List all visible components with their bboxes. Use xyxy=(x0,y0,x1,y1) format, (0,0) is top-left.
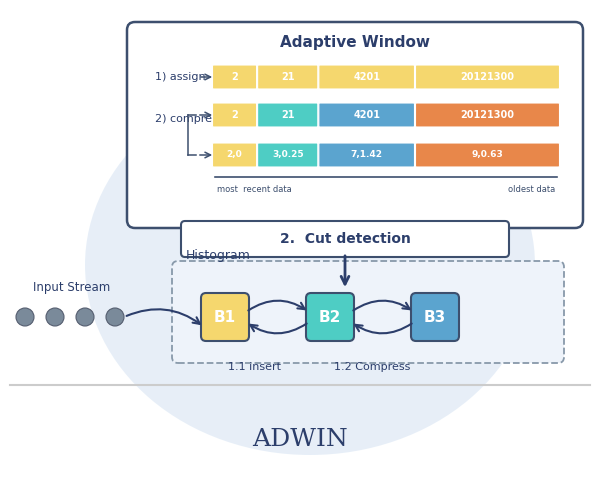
Text: 21: 21 xyxy=(281,72,295,82)
Text: Histogram: Histogram xyxy=(186,249,251,262)
FancyBboxPatch shape xyxy=(212,143,257,167)
Circle shape xyxy=(76,308,94,326)
Text: 2) compress: 2) compress xyxy=(155,114,223,124)
Text: 9,0.63: 9,0.63 xyxy=(472,150,503,159)
Text: ADWIN: ADWIN xyxy=(252,429,348,451)
FancyBboxPatch shape xyxy=(415,103,560,127)
Circle shape xyxy=(16,308,34,326)
Text: 21: 21 xyxy=(281,110,295,120)
Text: 2.  Cut detection: 2. Cut detection xyxy=(280,232,410,246)
Text: oldest data: oldest data xyxy=(508,185,555,194)
FancyBboxPatch shape xyxy=(212,103,257,127)
Text: 1) assign: 1) assign xyxy=(155,72,206,82)
Text: B1: B1 xyxy=(214,309,236,325)
Text: 4201: 4201 xyxy=(353,72,380,82)
Text: B2: B2 xyxy=(319,309,341,325)
Text: 1.2 Compress: 1.2 Compress xyxy=(334,362,410,372)
Circle shape xyxy=(106,308,124,326)
Text: 2,0: 2,0 xyxy=(227,150,242,159)
Circle shape xyxy=(46,308,64,326)
Text: 4201: 4201 xyxy=(353,110,380,120)
Ellipse shape xyxy=(85,75,535,455)
Text: 20121300: 20121300 xyxy=(461,110,515,120)
FancyBboxPatch shape xyxy=(306,293,354,341)
FancyBboxPatch shape xyxy=(319,143,415,167)
FancyBboxPatch shape xyxy=(257,65,318,89)
Text: 2: 2 xyxy=(231,72,238,82)
Text: Input Stream: Input Stream xyxy=(34,281,110,294)
FancyBboxPatch shape xyxy=(181,221,509,257)
FancyBboxPatch shape xyxy=(127,22,583,228)
FancyBboxPatch shape xyxy=(319,65,415,89)
Text: 20121300: 20121300 xyxy=(461,72,515,82)
FancyBboxPatch shape xyxy=(415,65,560,89)
Text: most  recent data: most recent data xyxy=(217,185,292,194)
FancyBboxPatch shape xyxy=(212,65,257,89)
FancyBboxPatch shape xyxy=(257,143,318,167)
FancyBboxPatch shape xyxy=(411,293,459,341)
Text: 3,0.25: 3,0.25 xyxy=(272,150,304,159)
FancyBboxPatch shape xyxy=(415,143,560,167)
FancyBboxPatch shape xyxy=(319,103,415,127)
FancyBboxPatch shape xyxy=(201,293,249,341)
Text: Adaptive Window: Adaptive Window xyxy=(280,35,430,50)
Text: 1.1 insert: 1.1 insert xyxy=(229,362,281,372)
Text: 2: 2 xyxy=(231,110,238,120)
FancyBboxPatch shape xyxy=(257,103,318,127)
Text: 7,1.42: 7,1.42 xyxy=(350,150,383,159)
FancyBboxPatch shape xyxy=(172,261,564,363)
Text: B3: B3 xyxy=(424,309,446,325)
